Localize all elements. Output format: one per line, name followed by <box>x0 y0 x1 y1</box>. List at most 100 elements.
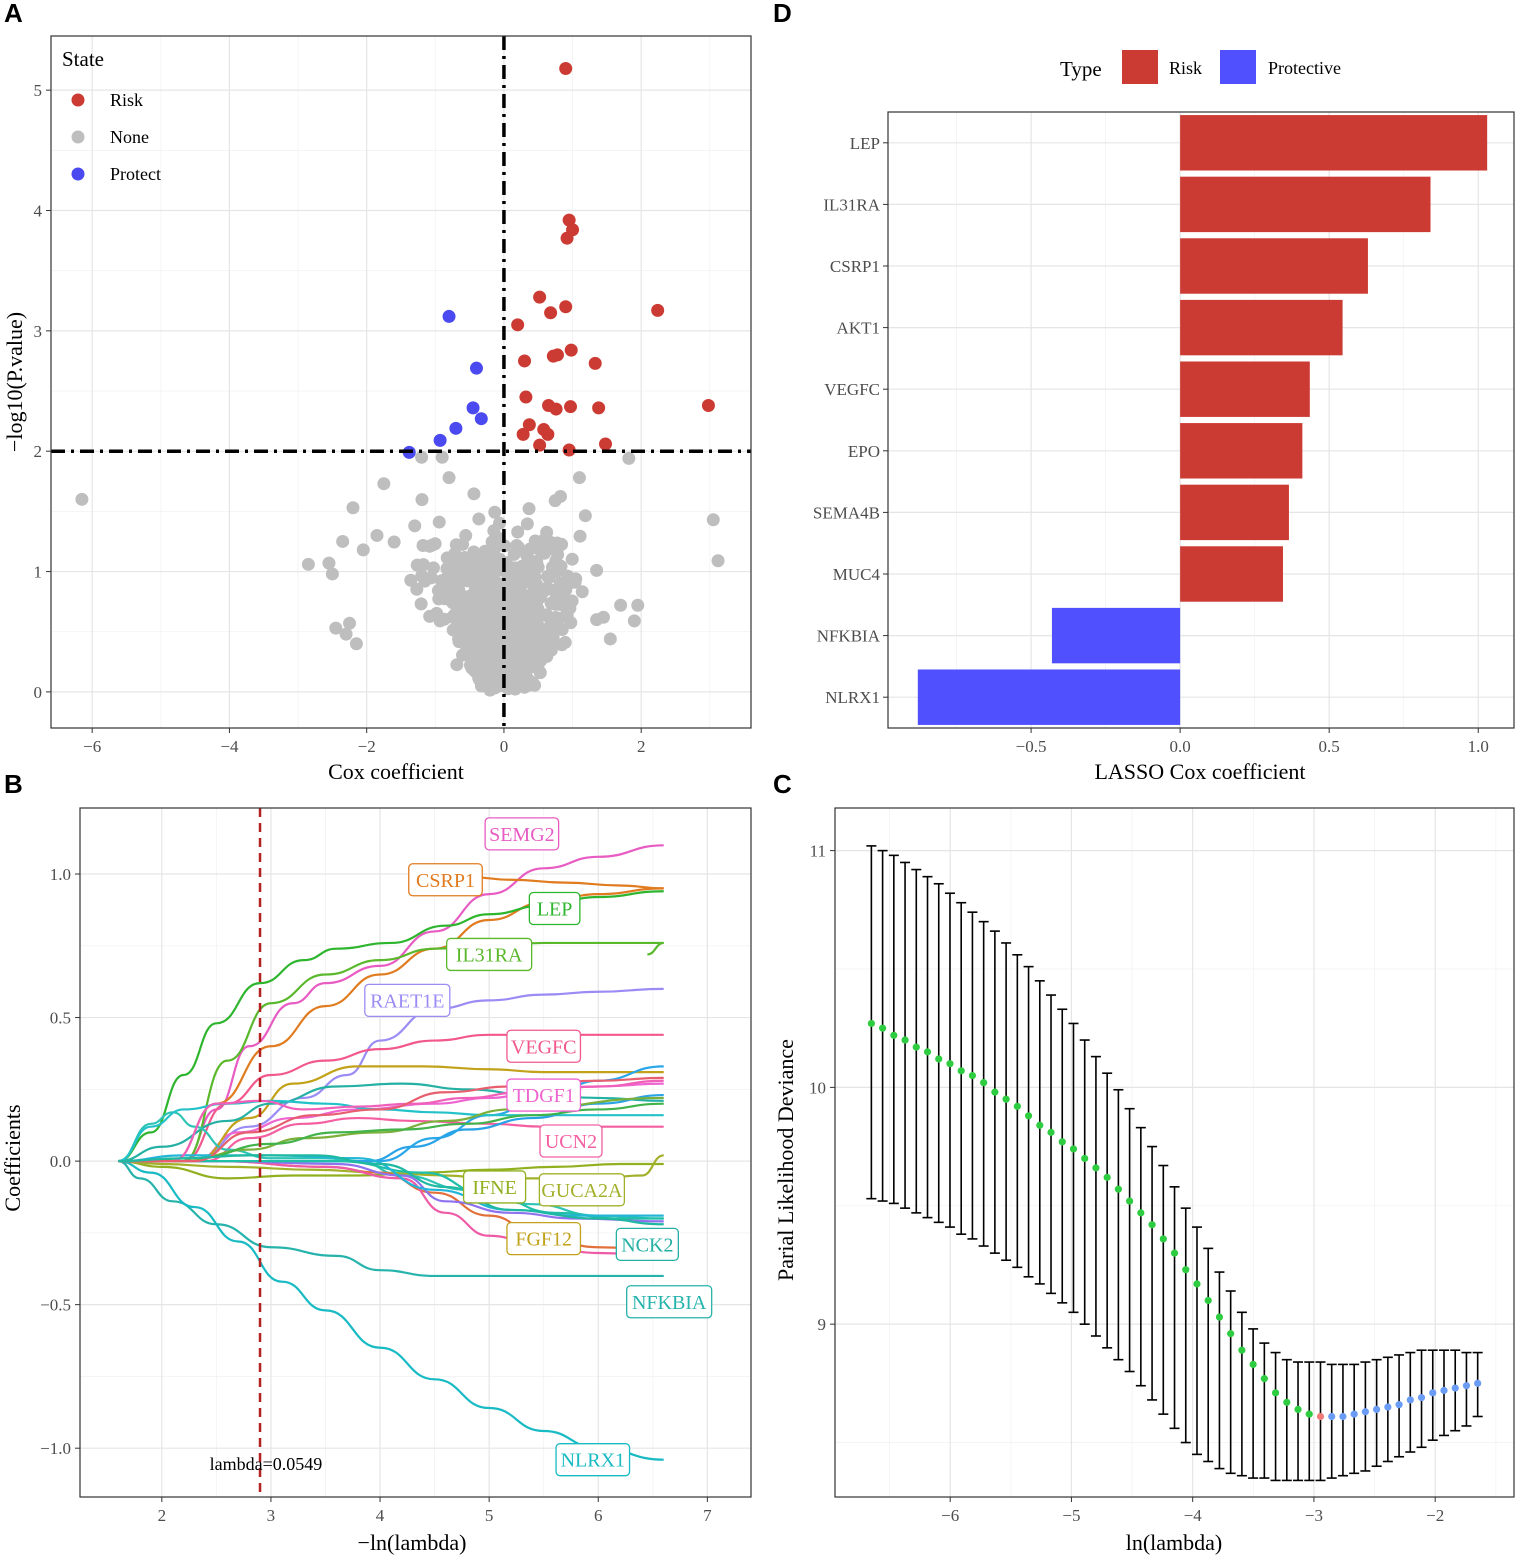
label-ucn2: UCN2 <box>545 1131 597 1153</box>
deviance-point <box>867 1019 875 1028</box>
x-tick-label: 6 <box>594 1506 603 1525</box>
x-tick-label: −4 <box>1184 1506 1203 1525</box>
none-point <box>614 598 628 612</box>
deviance-point <box>1271 1389 1280 1397</box>
none-point <box>440 571 454 585</box>
deviance-point <box>1148 1221 1156 1229</box>
risk-point <box>550 348 564 362</box>
deviance-point <box>980 1079 988 1087</box>
deviance-point <box>1238 1346 1246 1354</box>
deviance-point <box>1193 1280 1201 1288</box>
deviance-point <box>946 1060 954 1068</box>
deviance-point <box>1316 1412 1325 1421</box>
protect-point <box>442 309 456 323</box>
deviance-point <box>901 1036 909 1044</box>
none-point <box>622 451 636 465</box>
none-point <box>433 614 447 628</box>
y-category-label: CSRP1 <box>830 257 880 276</box>
deviance-point <box>1249 1360 1257 1369</box>
none-point <box>526 676 540 690</box>
deviance-point <box>1069 1145 1078 1153</box>
panel-c-axis-ticks: −6 −5 −4 −3 −2 9 10 11 <box>809 842 1444 1525</box>
deviance-point <box>1036 1121 1044 1129</box>
bar-vegfc <box>1180 361 1310 417</box>
none-point <box>442 471 456 485</box>
x-tick-label: −5 <box>1062 1506 1080 1525</box>
panel-a-grid <box>51 36 751 728</box>
none-point <box>522 502 536 516</box>
none-point <box>502 661 516 675</box>
panel-c-y-axis-title: Parial Likelihood Deviance <box>773 1039 798 1281</box>
bar-sema4b <box>1180 484 1289 541</box>
y-tick-label: 2 <box>34 442 43 461</box>
none-point <box>336 534 350 548</box>
label-box-tdgf1 <box>506 1078 582 1112</box>
panel-a-border <box>50 35 752 729</box>
y-tick-label: 10 <box>809 1078 826 1097</box>
none-point <box>339 627 353 641</box>
none-point <box>575 585 589 599</box>
none-point <box>603 632 617 646</box>
x-tick-label: 0.0 <box>1170 737 1191 756</box>
none-point <box>552 588 566 602</box>
deviance-point <box>1395 1401 1403 1409</box>
none-point <box>329 621 343 635</box>
panel-a-legend: State Risk None Protect <box>62 47 161 184</box>
label-guca2a: GUCA2A <box>541 1180 623 1202</box>
none-point <box>415 450 429 464</box>
none-point <box>467 487 481 501</box>
deviance-point <box>1361 1408 1369 1416</box>
panel-d-x-axis-title: LASSO Cox coefficient <box>1094 759 1305 784</box>
none-point <box>537 533 551 547</box>
none-point <box>426 561 440 575</box>
deviance-point <box>1182 1266 1190 1274</box>
label-nfkbia: NFKBIA <box>632 1292 707 1314</box>
none-point <box>572 471 586 485</box>
bar-lep <box>1180 115 1488 171</box>
y-tick-label: 0 <box>34 683 43 702</box>
deviance-point <box>1440 1386 1448 1395</box>
panel-b-coefficient-paths: SEMG2 CSRP1 LEP IL31RA RAET1E VEGFC TDGF1 UCN2 I… <box>0 807 752 1555</box>
panel-c-border <box>834 807 1515 1498</box>
panel-b-grid <box>80 808 751 1497</box>
risk-point <box>564 400 578 414</box>
none-point <box>491 554 505 568</box>
panel-c-cross-validation-plot: −6 −5 −4 −3 −2 9 10 11 ln(lambda) Parial Likeli… <box>773 807 1515 1555</box>
none-point <box>432 515 446 529</box>
x-tick-label: 2 <box>637 737 646 756</box>
deviance-point <box>991 1088 999 1096</box>
none-point <box>537 546 551 560</box>
y-tick-label: −1.0 <box>40 1439 71 1458</box>
bar-csrp1 <box>1180 238 1368 294</box>
none-point <box>481 596 495 610</box>
deviance-point <box>1002 1095 1010 1103</box>
x-tick-label: 0 <box>500 737 509 756</box>
risk-point <box>559 300 573 314</box>
risk-point <box>516 427 530 441</box>
path-il31rab <box>647 941 664 956</box>
risk-point <box>533 438 547 452</box>
risk-point <box>511 318 525 332</box>
x-tick-label: 4 <box>376 1506 385 1525</box>
none-point <box>503 619 517 633</box>
path-raet1e <box>118 987 664 1163</box>
deviance-point <box>1474 1379 1482 1387</box>
none-point <box>346 501 360 515</box>
x-tick-label: −2 <box>1426 1506 1444 1525</box>
panel-d-border <box>887 111 1515 729</box>
bar-il31ra <box>1180 176 1431 233</box>
none-point <box>565 552 579 566</box>
legend-protective-label: Protective <box>1268 58 1341 78</box>
risk-point <box>541 427 555 441</box>
none-point <box>542 571 556 585</box>
panel-letter-b: B <box>4 769 23 799</box>
none-point <box>520 601 534 615</box>
none-point <box>416 539 430 553</box>
deviance-point <box>957 1067 965 1075</box>
label-box-ucn2 <box>539 1124 603 1158</box>
panel-c-x-axis-title: ln(lambda) <box>1126 1530 1223 1555</box>
label-box-nlrx1 <box>555 1443 631 1477</box>
panel-d-bars <box>917 115 1488 725</box>
panel-d-legend: Type Risk Protective <box>1060 50 1341 84</box>
